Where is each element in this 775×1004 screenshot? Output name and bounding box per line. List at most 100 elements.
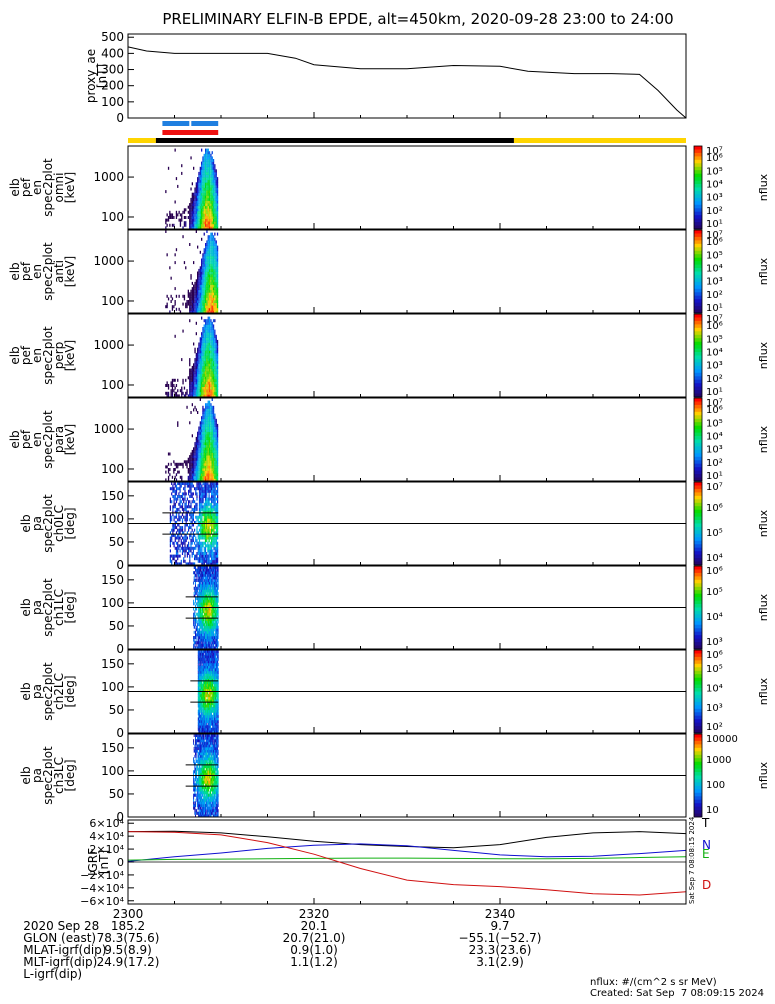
panel-5-cell — [206, 518, 207, 521]
panel-3-cell — [194, 381, 195, 384]
panel-2-cell — [208, 292, 209, 295]
panel-2-cell — [213, 297, 214, 300]
panel-4-cell — [202, 455, 203, 458]
panel-3-cell — [217, 376, 218, 379]
panel-1-cell — [206, 172, 207, 175]
panel-2-cell — [217, 297, 218, 300]
panel-1-cell — [213, 180, 214, 183]
colorbar-step — [694, 537, 702, 541]
panel-4-cell — [201, 440, 202, 443]
panel-5-cell — [177, 537, 178, 540]
panel-4-cell — [210, 453, 211, 456]
panel-1-cell — [206, 201, 207, 204]
panel-5-cell — [170, 557, 171, 560]
panel-5-cell — [177, 555, 178, 558]
panel-2-cell — [200, 300, 201, 303]
panel-3-cell — [202, 330, 203, 333]
panel-2-cell — [206, 297, 207, 300]
panel-1-cell — [194, 201, 195, 204]
panel-6-cell — [215, 633, 216, 636]
panel-2-cell — [212, 297, 213, 300]
panel-1-cell — [201, 213, 202, 216]
panel-5-cell — [216, 485, 217, 488]
panel-0-ylabel-line: [nT] — [95, 64, 109, 88]
panel-5-cell — [177, 542, 178, 545]
panel-5-cell — [187, 513, 188, 516]
panel-4-cell — [217, 442, 218, 445]
panel-5-cell — [172, 542, 173, 545]
panel-5-cell — [188, 485, 189, 488]
panel-1-cell — [202, 172, 203, 175]
panel-2-cell — [209, 282, 210, 285]
panel-5-cell — [211, 495, 212, 498]
panel-1-cell — [197, 208, 198, 211]
panel-5-cell — [194, 542, 195, 545]
panel-1-cell — [192, 213, 193, 216]
panel-4-cell — [200, 432, 201, 435]
panel-5-cell — [193, 498, 194, 501]
colorbar-step — [694, 324, 702, 328]
panel-3-cell — [173, 379, 174, 382]
panel-5-cell — [215, 526, 216, 529]
panel-2-cell — [210, 246, 211, 249]
panel-2-cell — [212, 251, 213, 254]
panel-3-cell — [188, 376, 189, 379]
panel-5-cell — [201, 500, 202, 503]
panel-3-cell — [213, 332, 214, 335]
panel-4-cell — [208, 447, 209, 450]
panel-5-cell — [170, 544, 171, 547]
ytick-label: 1000 — [93, 170, 124, 184]
panel-2-cell — [217, 266, 218, 269]
panel-5-cell — [187, 485, 188, 488]
panel-1-cell — [209, 221, 210, 224]
panel-4-cell — [216, 458, 217, 461]
panel-1-cell — [214, 198, 215, 201]
panel-2-cell — [216, 269, 217, 272]
panel-4-cell — [209, 453, 210, 456]
panel-4-cell — [212, 440, 213, 443]
panel-5-cell — [206, 490, 207, 493]
panel-1-cell — [169, 216, 170, 219]
panel-4-cell — [210, 440, 211, 443]
panel-5-cell — [215, 555, 216, 558]
panel-1-cell — [188, 216, 189, 219]
panel-5-cell — [189, 505, 190, 508]
panel-2-cell — [202, 261, 203, 264]
colorbar-step — [694, 191, 702, 195]
panel-4-cell — [188, 476, 189, 479]
panel-1-cell — [201, 149, 202, 152]
colorbar-step — [694, 510, 702, 514]
panel-1-cell — [197, 180, 198, 183]
panel-4-cell — [209, 419, 210, 422]
panel-2-cell — [208, 272, 209, 275]
colorbar-tick-label: 10⁷ — [706, 398, 723, 409]
panel-1-cell — [216, 188, 217, 191]
panel-5-cell — [188, 529, 189, 532]
panel-5-cell — [176, 490, 177, 493]
panel-5-cell — [213, 495, 214, 498]
colorbar-tick-label: 10⁵ — [706, 250, 723, 261]
panel-2-cell — [198, 305, 199, 308]
panel-5-cell — [215, 552, 216, 555]
panel-4-cell — [217, 450, 218, 453]
panel-1-cell — [213, 201, 214, 204]
panel-5-cell — [175, 485, 176, 488]
panel-1-cell — [181, 172, 182, 175]
panel-5-cell — [211, 492, 212, 495]
panel-2-cell — [209, 297, 210, 300]
panel-4-cell — [209, 440, 210, 443]
panel-5-cell — [209, 560, 210, 563]
panel-3-cell — [202, 374, 203, 377]
panel-4-cell — [202, 406, 203, 409]
panel-5-cell — [192, 500, 193, 503]
panel-4-cell — [216, 424, 217, 427]
panel-2-cell — [213, 266, 214, 269]
panel-5-cell — [209, 516, 210, 519]
panel-3-cell — [196, 358, 197, 361]
panel-1-cell — [198, 208, 199, 211]
panel-3-cell — [212, 389, 213, 392]
panel-3-cell — [208, 356, 209, 359]
panel-3-cell — [214, 332, 215, 335]
panel-4-cell — [214, 460, 215, 463]
